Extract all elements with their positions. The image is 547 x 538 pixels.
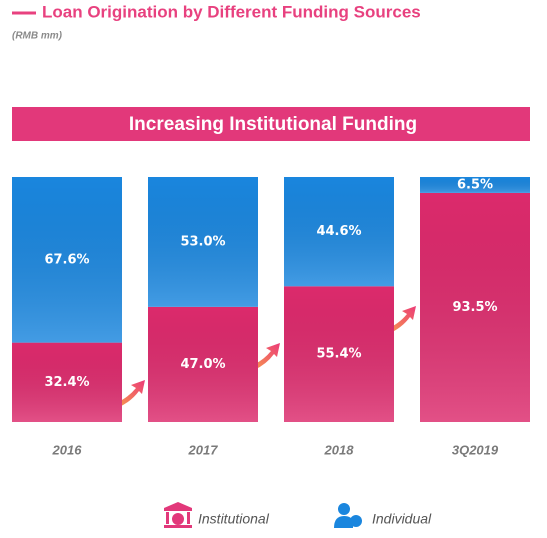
bar-shade bbox=[148, 306, 258, 422]
x-tick-label: 2016 bbox=[52, 442, 83, 457]
chart-subtitle: (RMB mm) bbox=[12, 31, 63, 42]
value-label: 44.6% bbox=[316, 224, 361, 239]
bar-shade bbox=[284, 177, 394, 287]
value-label: 55.4% bbox=[316, 347, 361, 362]
x-tick-label: 2018 bbox=[324, 442, 355, 457]
banner-text: Increasing Institutional Funding bbox=[129, 114, 417, 135]
legend-label: Institutional bbox=[198, 511, 270, 527]
legend bbox=[164, 502, 362, 528]
value-label: 32.4% bbox=[44, 375, 89, 390]
chart-title: Loan Origination by Different Funding So… bbox=[42, 2, 421, 21]
value-label: 67.6% bbox=[44, 252, 89, 267]
bar-shade bbox=[12, 342, 122, 422]
value-label: 53.0% bbox=[180, 234, 225, 249]
value-label: 93.5% bbox=[452, 300, 497, 315]
legend-label: Individual bbox=[372, 511, 432, 527]
value-label: 6.5% bbox=[457, 177, 493, 192]
legend-icon-institutional bbox=[164, 502, 192, 528]
bar-shade bbox=[420, 192, 530, 422]
bar-shade bbox=[12, 177, 122, 343]
bar-shade bbox=[284, 286, 394, 422]
x-tick-label: 3Q2019 bbox=[452, 442, 499, 457]
legend-icon-individual bbox=[334, 503, 362, 528]
bar-shade bbox=[148, 177, 258, 307]
banner bbox=[12, 107, 530, 141]
x-tick-label: 2017 bbox=[188, 442, 219, 457]
bar-shade bbox=[420, 177, 530, 193]
value-label: 47.0% bbox=[180, 357, 225, 372]
